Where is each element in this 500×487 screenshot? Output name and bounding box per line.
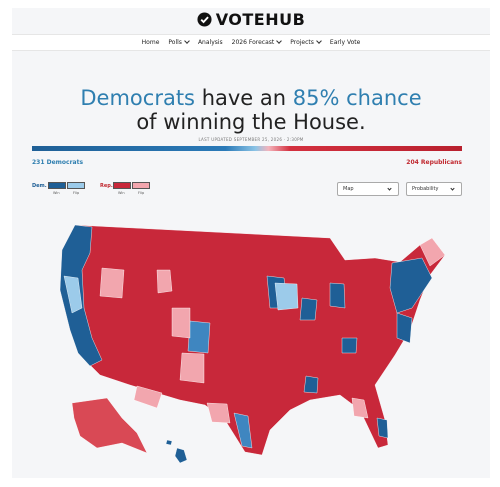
district-lean[interactable] xyxy=(351,397,369,419)
district-map xyxy=(59,224,446,464)
legend-swatch xyxy=(113,182,131,189)
dem-seats: 231 Democrats xyxy=(32,159,84,166)
district-dem[interactable] xyxy=(59,224,103,367)
nav-link[interactable]: Projects xyxy=(290,39,321,46)
district-dem[interactable] xyxy=(299,297,318,321)
nav-bar: Home Polls Analysis 2026 Forecast Projec… xyxy=(12,34,490,51)
district-lean[interactable] xyxy=(179,352,205,384)
district-lean[interactable] xyxy=(156,269,173,294)
hawaii[interactable] xyxy=(165,439,173,446)
district-lean[interactable] xyxy=(171,307,191,339)
legend-label: Rep. xyxy=(100,183,113,189)
district-lean[interactable] xyxy=(133,385,163,409)
headline-party: Democrats xyxy=(80,86,195,110)
nav-link[interactable]: Polls xyxy=(168,39,189,46)
legend-swatch xyxy=(48,182,66,189)
district-lean[interactable] xyxy=(419,237,446,267)
legend-sub: Flip xyxy=(138,191,145,195)
nav-link[interactable]: Analysis xyxy=(197,39,223,46)
district-flip[interactable] xyxy=(274,282,299,311)
headline-chance: 85% chance xyxy=(292,86,422,110)
nav-link[interactable]: 2026 Forecast xyxy=(232,39,282,46)
district-dem[interactable] xyxy=(341,337,358,354)
logo-text: VOTEHUB xyxy=(215,10,306,29)
district-dem[interactable] xyxy=(396,312,413,344)
legend-sub: Win xyxy=(118,191,125,195)
legend-sub: Flip xyxy=(73,191,80,195)
district-dem[interactable] xyxy=(233,412,253,449)
district-dem[interactable] xyxy=(389,257,433,314)
district-lean[interactable] xyxy=(206,402,231,424)
legend-sub: Win xyxy=(53,191,60,195)
hawaii[interactable] xyxy=(174,447,188,464)
district-dem[interactable] xyxy=(187,320,211,354)
district-dem[interactable] xyxy=(329,282,346,309)
nav-link[interactable]: Early Vote xyxy=(329,39,361,46)
content: VOTEHUB Home Polls Analysis 2026 Forecas… xyxy=(12,8,490,478)
legend-swatch xyxy=(132,182,150,189)
legend-label: Dem. xyxy=(32,183,47,189)
metric-select[interactable]: Probability xyxy=(406,182,462,196)
district-dem[interactable] xyxy=(303,375,319,394)
district-dem[interactable] xyxy=(376,417,389,439)
nav-link[interactable]: Home xyxy=(141,39,160,46)
last-updated: LAST UPDATED SEPTEMBER 25, 2026 · 2:30PM xyxy=(198,137,304,142)
probability-bar xyxy=(32,146,462,151)
logo-icon xyxy=(197,12,212,27)
headline-text: have an xyxy=(201,86,287,110)
district-lean[interactable] xyxy=(99,267,125,299)
logo[interactable]: VOTEHUB xyxy=(12,10,490,29)
headline: Democrats have an 85% chance of winning … xyxy=(12,86,490,134)
alaska[interactable] xyxy=(71,397,148,454)
rep-seats: 204 Republicans xyxy=(406,159,462,166)
legend-swatch xyxy=(67,182,85,189)
view-select[interactable]: Map xyxy=(337,182,399,196)
district-flip[interactable] xyxy=(63,275,83,314)
headline-text: of winning the House. xyxy=(136,110,366,134)
